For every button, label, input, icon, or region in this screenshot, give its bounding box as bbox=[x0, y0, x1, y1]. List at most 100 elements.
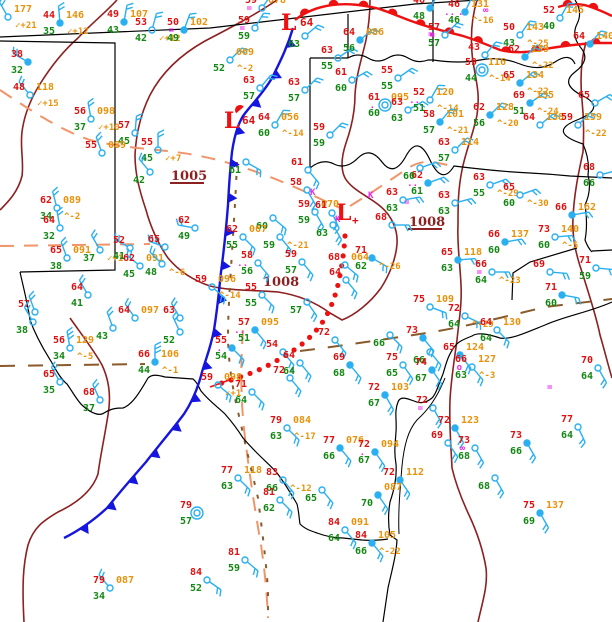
station-circle-icon bbox=[426, 303, 434, 311]
station-circle-icon bbox=[594, 364, 602, 372]
station-dewpoint: 68 bbox=[333, 368, 345, 379]
calm-wind-icon bbox=[478, 66, 486, 74]
station-dewpoint: 49 bbox=[178, 231, 190, 242]
station-dewpoint: 60 bbox=[256, 221, 268, 232]
wind-barb-icon bbox=[401, 482, 411, 501]
station-weather-symbol: = bbox=[169, 26, 175, 36]
isobar-pressure-label: 1008 bbox=[263, 275, 299, 290]
front-dot bbox=[337, 273, 343, 279]
station-plot: 42 bbox=[133, 152, 154, 186]
station-temperature: 59 bbox=[195, 274, 207, 285]
station-plot: 72 123 bbox=[438, 415, 479, 449]
station-dewpoint: 66 bbox=[373, 338, 385, 349]
station-temperature: 73 bbox=[406, 325, 418, 336]
cold-front-triangle bbox=[225, 226, 235, 237]
station-temperature: 72 bbox=[273, 365, 285, 376]
border-north-sloping bbox=[0, 0, 479, 38]
station-plot: 44 146 35 ✓+12 bbox=[43, 1, 89, 37]
wind-barb-icon bbox=[465, 0, 478, 10]
warm-front-semicircle bbox=[560, 40, 571, 47]
station-dewpoint: 42 bbox=[135, 33, 147, 44]
station-circle-icon bbox=[471, 444, 479, 452]
wind-barb-icon bbox=[23, 301, 32, 320]
station-temperature: 64 bbox=[573, 31, 585, 42]
border-la-ms bbox=[511, 247, 612, 301]
wind-barb-icon bbox=[542, 113, 560, 124]
station-temperature: 43 bbox=[468, 42, 480, 53]
station-plot: 62 091 45 bbox=[123, 248, 164, 280]
wind-barb-icon bbox=[575, 211, 594, 219]
wind-barb-icon bbox=[486, 41, 503, 53]
low-adjacent-value: 64 bbox=[300, 16, 314, 29]
station-dewpoint: 38 bbox=[16, 325, 28, 336]
station-circle-icon bbox=[356, 36, 364, 44]
station-dewpoint: 34 bbox=[93, 591, 105, 602]
station-temperature: 71 bbox=[355, 245, 367, 256]
calm-wind-icon bbox=[190, 506, 204, 520]
wind-barb-icon bbox=[434, 410, 443, 429]
wind-barb-icon bbox=[561, 2, 576, 16]
station-temperature: 71 bbox=[235, 379, 247, 390]
wind-barb-icon bbox=[184, 12, 197, 27]
station-pressure-tendency: ^-5 bbox=[562, 241, 578, 251]
station-plot: 55 54. bbox=[215, 335, 245, 367]
station-plot: 53 42 ✓+12 bbox=[135, 11, 181, 44]
front-dot bbox=[340, 253, 346, 259]
wind-barb-icon bbox=[441, 108, 458, 120]
station-plot: 77 118 63 bbox=[221, 465, 262, 497]
station-plot: 58 56.. bbox=[237, 250, 270, 283]
station-circle-icon bbox=[399, 196, 407, 204]
station-circle-icon bbox=[208, 283, 216, 291]
front-symbols bbox=[79, 0, 601, 535]
station-dewpoint: 32 bbox=[43, 231, 55, 242]
station-plot: 46 131 46 ^-16.. bbox=[444, 0, 494, 26]
station-circle-icon bbox=[596, 171, 604, 179]
wind-barb-icon bbox=[214, 288, 226, 305]
calm-wind-icon bbox=[475, 63, 489, 77]
station-circle-icon bbox=[592, 264, 600, 272]
station-temperature: 44 bbox=[43, 10, 55, 21]
station-plot: 55 45 ✓+7 bbox=[141, 129, 181, 164]
station-circle-icon bbox=[493, 326, 501, 334]
low-pressure-L: L bbox=[224, 108, 239, 134]
wind-barb-icon bbox=[591, 30, 608, 42]
wind-barb-icon bbox=[256, 12, 271, 26]
station-pressure-tendency: ^-17 bbox=[294, 432, 316, 442]
wind-barb-icon bbox=[259, 265, 270, 283]
station-circle-icon bbox=[394, 74, 402, 82]
station-circle-icon bbox=[241, 556, 249, 564]
station-pressure: 114 bbox=[461, 137, 479, 148]
station-plot: 43 bbox=[96, 306, 117, 342]
station-dewpoint: 48 bbox=[413, 11, 425, 22]
station-dewpoint: 37 bbox=[74, 122, 86, 133]
station-plot: 069 52 ^-2 bbox=[213, 47, 254, 74]
station-dewpoint: 60 bbox=[258, 128, 270, 139]
coastline-gulf bbox=[382, 301, 612, 622]
station-dewpoint: 67 bbox=[368, 398, 380, 409]
cold-front-triangle bbox=[106, 500, 117, 511]
station-pressure-tendency: ^-22 bbox=[527, 87, 549, 97]
station-dewpoint: 55 bbox=[245, 298, 257, 309]
station-pressure: 177 bbox=[14, 4, 32, 15]
station-plot: 57 57= bbox=[428, 22, 464, 49]
station-pressure: 096 bbox=[218, 274, 236, 285]
station-circle-icon bbox=[526, 99, 534, 107]
station-dewpoint: 45 bbox=[141, 153, 153, 164]
station-temperature: 64 bbox=[71, 282, 83, 293]
wind-barb-icon bbox=[578, 429, 586, 449]
station-temperature: 59 bbox=[238, 15, 250, 26]
station-temperature: 46 bbox=[413, 0, 425, 6]
station-circle-icon bbox=[318, 486, 326, 494]
station-temperature: 58 bbox=[423, 109, 435, 120]
station-dewpoint: 64 bbox=[475, 275, 487, 286]
station-dewpoint: 45 bbox=[123, 269, 135, 280]
station-dewpoint: 59 bbox=[263, 240, 275, 251]
wind-barb-icon bbox=[276, 109, 291, 123]
warm-front-semicircle bbox=[501, 46, 512, 53]
station-circle-icon bbox=[342, 276, 350, 284]
station-temperature: 64 bbox=[258, 112, 270, 123]
